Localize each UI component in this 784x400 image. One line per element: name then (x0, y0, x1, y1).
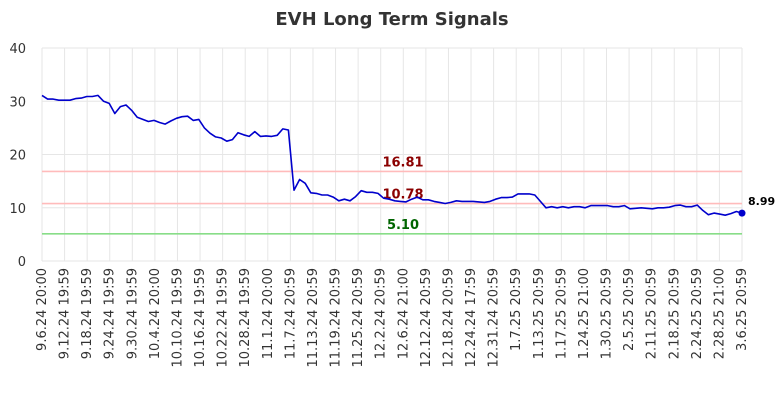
y-tick-label: 0 (18, 255, 26, 270)
x-tick-label: 11.1.24 20:00 (261, 268, 276, 359)
x-tick-label: 1.7.25 20:59 (509, 268, 524, 351)
x-tick-label: 9.30.24 19:59 (125, 268, 140, 359)
x-axis-ticks: 9.6.24 20:00 9.12.24 19:59 9.18.24 19:59 9.… (35, 268, 750, 368)
x-tick-label: 12.24.24 17:59 (464, 268, 479, 368)
x-tick-label: 10.4.24 20:00 (148, 268, 163, 359)
signal-label: 5.10 (387, 218, 419, 233)
signal-lines: 16.81 10.78 5.10 (42, 155, 742, 235)
x-tick-label: 11.25.24 20:59 (351, 268, 366, 368)
last-point-marker (738, 209, 746, 217)
x-tick-label: 12.2.24 20:59 (374, 268, 389, 359)
x-tick-label: 1.24.25 21:00 (577, 268, 592, 359)
x-tick-label: 10.16.24 19:59 (193, 268, 208, 368)
x-tick-label: 11.13.24 20:59 (306, 268, 321, 368)
x-tick-label: 12.6.24 21:00 (396, 268, 411, 359)
y-tick-label: 20 (9, 149, 26, 164)
x-tick-label: 10.10.24 19:59 (170, 268, 185, 368)
x-tick-label: 1.17.25 20:59 (554, 268, 569, 359)
x-tick-label: 10.22.24 19:59 (216, 268, 231, 368)
x-tick-label: 1.30.25 20:59 (600, 268, 615, 359)
y-tick-label: 30 (9, 95, 26, 110)
x-tick-label: 2.11.25 20:59 (645, 268, 660, 359)
x-tick-label: 2.18.25 20:59 (667, 268, 682, 359)
x-tick-label: 12.31.24 20:59 (487, 268, 502, 368)
x-tick-label: 9.12.24 19:59 (58, 268, 73, 359)
x-tick-label: 11.19.24 20:59 (329, 268, 344, 368)
x-tick-label: 2.5.25 20:59 (622, 268, 637, 351)
y-axis-ticks: 0 10 20 30 40 (9, 42, 26, 270)
signal-label: 16.81 (382, 155, 423, 170)
y-tick-label: 10 (9, 202, 26, 217)
x-tick-label: 12.18.24 20:59 (441, 268, 456, 368)
series-line (41, 94, 743, 216)
x-tick-label: 9.18.24 19:59 (80, 268, 95, 359)
x-tick-label: 1.13.25 20:59 (532, 268, 547, 359)
x-tick-label: 11.7.24 20:59 (283, 268, 298, 359)
last-point-label: 8.99 (748, 195, 775, 208)
grid (41, 47, 743, 262)
x-tick-label: 10.28.24 19:59 (238, 268, 253, 368)
x-tick-label: 2.28.25 21:00 (712, 268, 727, 359)
series-layer: 8.99 (41, 94, 775, 217)
x-tick-label: 9.24.24 19:59 (103, 268, 118, 359)
y-tick-label: 40 (9, 42, 26, 57)
x-tick-label: 9.6.24 20:00 (35, 268, 50, 351)
signal-label: 10.78 (382, 188, 423, 203)
x-tick-label: 12.12.24 20:59 (419, 268, 434, 368)
x-tick-label: 2.24.25 20:59 (690, 268, 705, 359)
chart-title: EVH Long Term Signals (275, 9, 508, 30)
x-tick-label: 3.6.25 20:59 (735, 268, 750, 351)
